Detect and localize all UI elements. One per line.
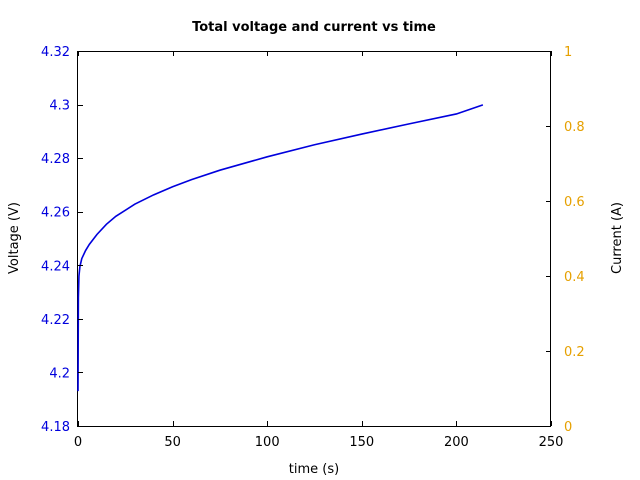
y2-tick-label: 0.4 [564,270,585,285]
y-tick-label: 4.26 [41,206,70,221]
x-tick-label: 200 [444,435,469,450]
y-tick-label: 4.28 [41,152,70,167]
x-tick-label: 0 [74,435,82,450]
y-tick-label: 4.32 [41,45,70,60]
y-tick-label: 4.2 [49,366,70,381]
x-axis: 0 50 100 150 200 250 [74,51,564,450]
y-tick-label: 4.22 [41,313,70,328]
y2-tick-label: 0.6 [564,195,585,210]
voltage-series-line [77,104,484,392]
y-tick-label: 4.24 [41,259,70,274]
plot-area [77,51,551,427]
y-tick-label: 4.18 [41,420,70,435]
chart-title: Total voltage and current vs time [192,20,436,35]
x-tick-label: 50 [164,435,181,450]
left-y-axis: 4.18 4.2 4.22 4.24 4.26 4.28 4.3 4.32 [41,45,83,435]
plot-frame [77,51,551,427]
y2-tick-label: 1 [564,45,572,60]
left-y-axis-label: Voltage (V) [7,202,22,274]
x-tick-label: 150 [349,435,374,450]
y-tick-label: 4.3 [49,99,70,114]
y2-tick-label: 0.2 [564,345,585,360]
right-y-axis-label: Current (A) [610,202,625,274]
y2-tick-label: 0 [564,420,572,435]
y2-tick-label: 0.8 [564,120,585,135]
x-axis-label: time (s) [289,462,339,477]
x-tick-label: 100 [255,435,280,450]
right-y-axis: 0 0.2 0.4 0.6 0.8 1 [546,45,585,435]
x-tick-label: 250 [539,435,564,450]
